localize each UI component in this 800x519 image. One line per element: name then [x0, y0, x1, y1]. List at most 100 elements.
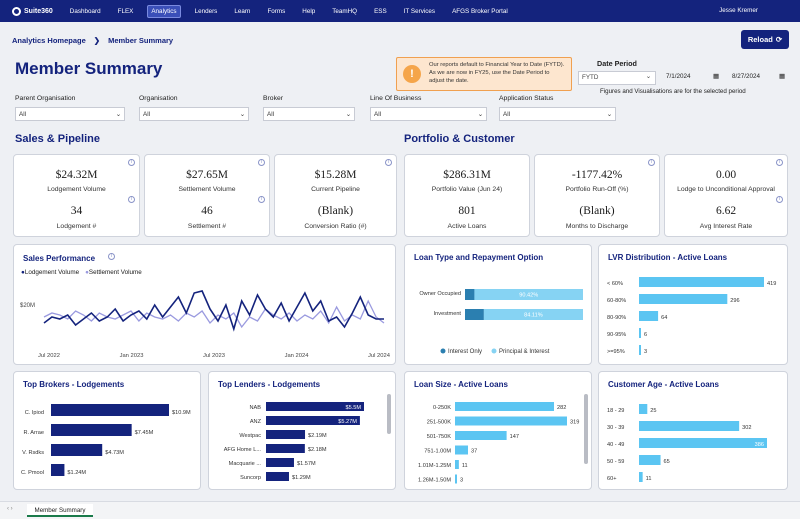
- info-icon[interactable]: i: [128, 159, 135, 166]
- chevron-down-icon: ⌄: [239, 110, 245, 118]
- date-period-select[interactable]: FYTD ⌄: [578, 71, 656, 85]
- bar-category-label: 60-80%: [607, 298, 626, 304]
- page-nav-arrows[interactable]: ‹ ›: [7, 506, 13, 512]
- kpi-card-pipeline: i $15.28M Current Pipeline (Blank) Conve…: [274, 154, 397, 237]
- bar-category-label: Macquarie ...: [229, 461, 262, 467]
- date-from-field[interactable]: 7/1/2024 ▦: [664, 71, 721, 85]
- filter-label: Line Of Business: [370, 95, 422, 102]
- legend-label: Principal & Interest: [499, 349, 550, 355]
- info-icon[interactable]: i: [258, 159, 265, 166]
- bar: [639, 421, 740, 431]
- card-title: Customer Age - Active Loans: [608, 380, 719, 389]
- bar-value-label: 25: [650, 408, 656, 414]
- bar-value-label: $2.18M: [308, 447, 327, 453]
- filter-select[interactable]: All ⌄: [263, 107, 355, 121]
- card-title: Loan Size - Active Loans: [414, 380, 508, 389]
- bar-category-label: 0-250K: [433, 405, 451, 411]
- bar-principal-interest: [474, 289, 583, 300]
- bar: [266, 416, 360, 425]
- date-period-label: Date Period: [597, 59, 637, 68]
- info-icon[interactable]: i: [258, 196, 265, 203]
- bar: [266, 402, 364, 411]
- kpi-value: $286.31M: [443, 169, 491, 181]
- bar-category-label: 18 - 29: [607, 408, 624, 414]
- bar-value-label: 84.11%: [524, 313, 543, 319]
- chevron-down-icon: ⌄: [115, 110, 121, 118]
- bar-value-label: 419: [767, 281, 776, 287]
- section-portfolio-title: Portfolio & Customer: [404, 133, 515, 145]
- nav-learn[interactable]: Learn: [234, 7, 251, 15]
- card-title: Sales Performance: [23, 254, 96, 263]
- page-tab-member-summary[interactable]: Member Summary: [27, 504, 93, 517]
- bar-interest-only: [465, 289, 475, 300]
- bar: [639, 345, 641, 355]
- scrollbar[interactable]: [387, 394, 391, 434]
- info-icon[interactable]: i: [128, 196, 135, 203]
- filter-select[interactable]: All ⌄: [370, 107, 487, 121]
- loan-type-card: Loan Type and Repayment Option Owner Occ…: [404, 244, 592, 365]
- nav-broker-portal[interactable]: AFGS Broker Portal: [452, 7, 508, 15]
- series-line-settlement: [43, 299, 385, 329]
- info-icon[interactable]: i: [648, 159, 655, 166]
- bar: [639, 277, 764, 287]
- date-period-value: FYTD: [582, 74, 599, 81]
- bar: [51, 424, 132, 436]
- chevron-right-icon: ❯: [93, 36, 101, 45]
- bar-value-label: $5.5M: [345, 405, 361, 411]
- nav-flex[interactable]: FLEX: [117, 7, 134, 15]
- date-period-note: Figures and Visualisations are for the s…: [600, 88, 746, 95]
- info-icon[interactable]: i: [776, 196, 783, 203]
- bar-value-label: 11: [462, 463, 468, 469]
- brokers-bar-chart: C. Ipiod $10.9M R. Arrae $7.45M V. Rsdks $4.7…: [21, 404, 191, 476]
- x-tick-label: Jan 2024: [285, 353, 310, 359]
- kpi-label: Settlement #: [187, 223, 227, 230]
- breadcrumb-home[interactable]: Analytics Homepage: [12, 36, 86, 45]
- kpi-value: $27.65M: [186, 169, 228, 181]
- nav-help[interactable]: Help: [302, 7, 316, 15]
- reload-button[interactable]: Reload ⟳: [741, 30, 789, 49]
- date-to-value: 8/27/2024: [732, 73, 761, 80]
- bar: [639, 294, 728, 304]
- bar-value-label: $7.45M: [135, 430, 154, 436]
- user-name[interactable]: Jesse Kremer: [719, 7, 758, 14]
- chart-legend: ●Lodgement Volume ●Settlement Volume: [21, 269, 142, 276]
- filter-select[interactable]: All ⌄: [15, 107, 125, 121]
- date-to-field[interactable]: 8/27/2024 ▦: [730, 71, 787, 85]
- bar-value-label: 147: [510, 434, 519, 440]
- nav-ess[interactable]: ESS: [374, 7, 387, 15]
- info-icon[interactable]: i: [385, 159, 392, 166]
- filter-label: Application Status: [499, 95, 554, 102]
- nav-teamhq[interactable]: TeamHQ: [332, 7, 358, 15]
- filter-select[interactable]: All ⌄: [499, 107, 616, 121]
- filter-parent-organisation: Parent Organisation All ⌄: [15, 95, 125, 121]
- kpi-label: Current Pipeline: [311, 186, 360, 193]
- bar-value-label: 64: [661, 315, 667, 321]
- bar-category-label: ANZ: [250, 419, 262, 425]
- bar: [639, 404, 648, 414]
- kpi-label: Lodgement #: [56, 223, 97, 230]
- nav-analytics[interactable]: Analytics: [147, 4, 181, 18]
- legend-label: Lodgement Volume: [24, 269, 80, 276]
- info-icon[interactable]: i: [108, 253, 115, 260]
- filter-select[interactable]: All ⌄: [139, 107, 249, 121]
- calendar-icon: ▦: [779, 73, 785, 80]
- filter-label: Parent Organisation: [15, 95, 76, 102]
- scrollbar[interactable]: [584, 394, 588, 464]
- bar-value-label: 3: [644, 349, 647, 355]
- chevron-down-icon: ⌄: [606, 110, 612, 118]
- bar-category-label: 90-95%: [607, 332, 626, 338]
- nav-dashboard[interactable]: Dashboard: [69, 7, 101, 15]
- nav-forms[interactable]: Forms: [267, 7, 286, 15]
- kpi-value: 801: [458, 205, 476, 217]
- y-tick-label: $20M: [20, 303, 35, 309]
- x-tick-label: Jan 2023: [120, 353, 144, 359]
- info-icon[interactable]: i: [776, 159, 783, 166]
- customer-age-card: Customer Age - Active Loans 18 - 29 25 30 …: [598, 371, 788, 490]
- nav-it-services[interactable]: IT Services: [403, 7, 436, 15]
- logo[interactable]: Suite360: [12, 6, 53, 16]
- nav-lenders[interactable]: Lenders: [194, 7, 218, 15]
- date-from-value: 7/1/2024: [666, 73, 691, 80]
- bar-category-label: 1.26M-1.50M: [418, 478, 451, 484]
- bar-category-label: 60+: [607, 476, 617, 482]
- bar-category-label: 501-750K: [427, 434, 452, 440]
